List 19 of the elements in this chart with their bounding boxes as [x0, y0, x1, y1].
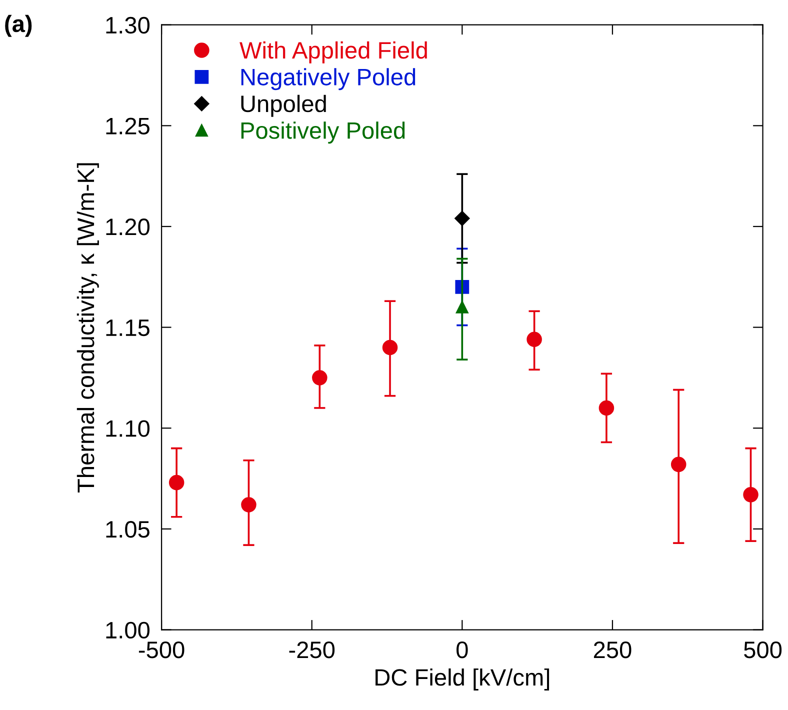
y-axis-title: Thermal conductivity, κ [W/m-K] — [76, 163, 99, 493]
legend-label: Negatively Poled — [241, 68, 416, 90]
y-tick-label: 1.00 — [106, 622, 150, 639]
x-axis-title: DC Field [kV/cm] — [376, 668, 550, 690]
y-tick-label: 1.15 — [106, 320, 150, 336]
y-tick-label: 1.25 — [106, 118, 150, 134]
x-tick-label: 0 — [456, 642, 468, 658]
y-tick-label: 1.20 — [106, 218, 150, 236]
y-tick-label: 1.10 — [106, 420, 150, 437]
legend-label: Positively Poled — [241, 122, 405, 144]
x-tick-label: -250 — [289, 642, 335, 658]
x-tick-label: 500 — [744, 642, 782, 658]
y-tick-label: 1.30 — [106, 16, 150, 34]
text: (a) — [5, 14, 32, 37]
legend-label: With Applied Field — [240, 41, 427, 64]
legend-label: Unpoled — [241, 94, 326, 117]
x-tick-label: 250 — [594, 642, 632, 658]
y-tick-label: 1.05 — [106, 521, 150, 538]
x-tick-label: -500 — [138, 642, 184, 658]
